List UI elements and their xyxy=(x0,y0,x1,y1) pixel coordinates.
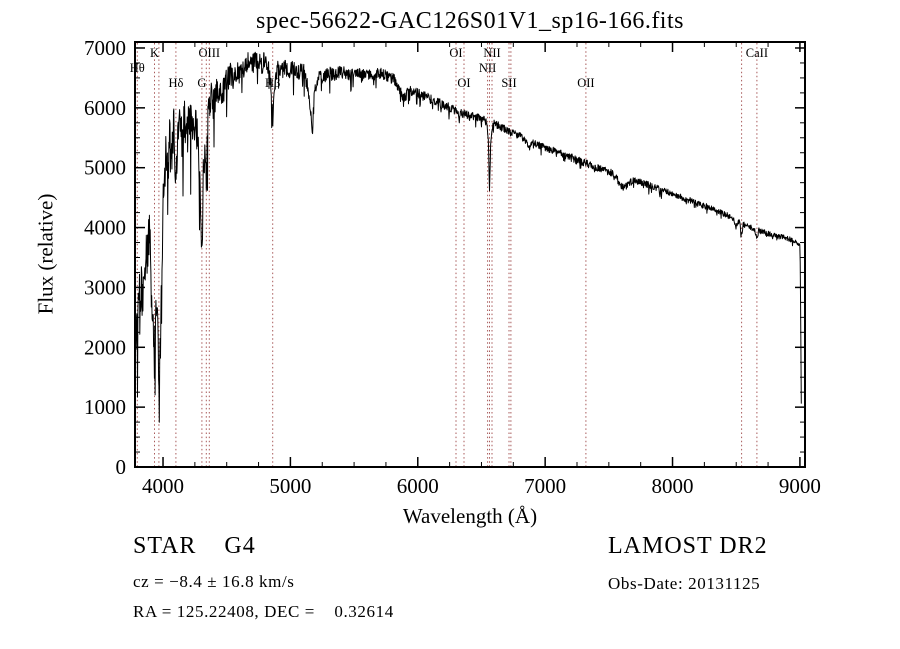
survey-release-label: LAMOST DR2 xyxy=(608,533,768,559)
x-tick-label: 6000 xyxy=(397,474,439,498)
spectral-line-label: OI xyxy=(457,76,470,90)
object-class-label: STAR G4 xyxy=(133,533,256,559)
y-tick-label: 0 xyxy=(116,455,127,479)
ra-dec-value: RA = 125.22408, DEC = 0.32614 xyxy=(133,602,394,621)
obs-date-value: Obs-Date: 20131125 xyxy=(608,574,761,593)
spectral-line-label: G xyxy=(197,76,206,90)
spectral-line-label: NII xyxy=(479,61,496,75)
x-axis-label: Wavelength (Å) xyxy=(402,504,538,528)
spectrum-trace xyxy=(134,51,802,423)
y-tick-label: 4000 xyxy=(84,216,126,240)
spectral-line-label: K xyxy=(150,46,159,60)
y-tick-label: 5000 xyxy=(84,156,126,180)
x-tick-label: 5000 xyxy=(269,474,311,498)
spectral-line-label: SII xyxy=(501,76,516,90)
plot-frame xyxy=(134,41,806,468)
spectral-line-label: NII xyxy=(483,46,500,60)
plot-title: spec-56622-GAC126S01V1_sp16-166.fits xyxy=(256,8,684,34)
y-tick-label: 1000 xyxy=(84,395,126,419)
y-tick-label: 6000 xyxy=(84,96,126,120)
spectral-line-label: OII xyxy=(577,76,594,90)
spectral-line-label: Hδ xyxy=(168,76,183,90)
y-tick-label: 7000 xyxy=(84,36,126,60)
x-tick-label: 9000 xyxy=(779,474,821,498)
spectral-line-label: Hβ xyxy=(265,76,280,90)
y-tick-label: 3000 xyxy=(84,275,126,299)
x-tick-label: 8000 xyxy=(652,474,694,498)
spectral-line-label: Hθ xyxy=(130,61,145,75)
x-tick-label: 7000 xyxy=(524,474,566,498)
spectral-line-label: OIII xyxy=(199,46,221,60)
cz-velocity-value: cz = −8.4 ± 16.8 km/s xyxy=(133,572,295,591)
y-tick-label: 2000 xyxy=(84,335,126,359)
spectral-line-label: CaII xyxy=(746,46,768,60)
spectral-line-label: OI xyxy=(449,46,462,60)
x-tick-label: 4000 xyxy=(142,474,184,498)
